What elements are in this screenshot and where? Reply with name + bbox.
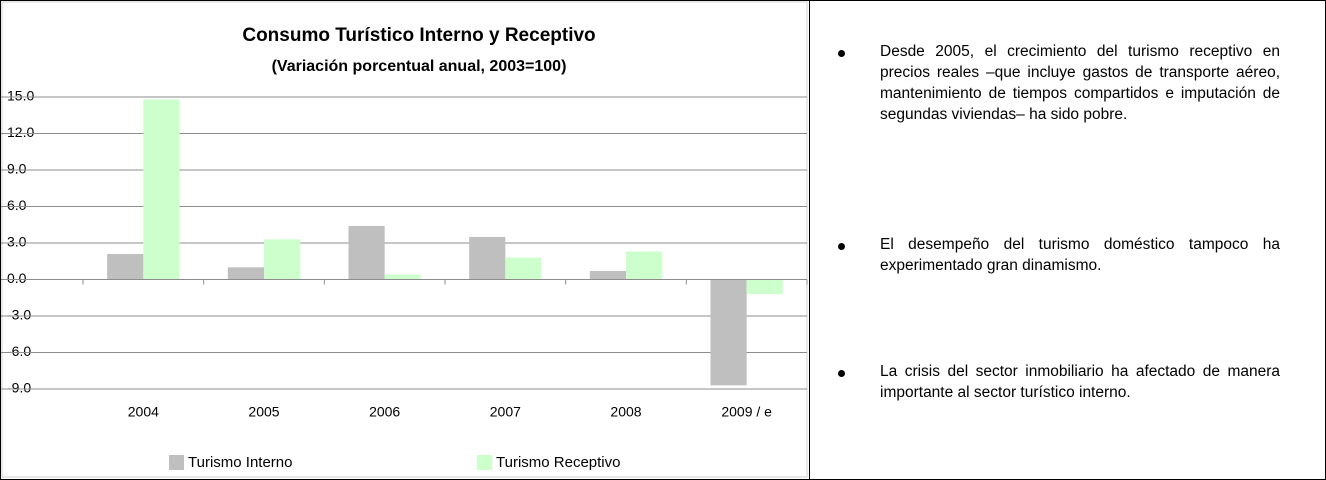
bullet-dot (838, 243, 845, 250)
legend-label: Turismo Interno (188, 454, 292, 471)
legend-label: Turismo Receptivo (496, 454, 620, 471)
bar (348, 225, 385, 280)
bar (626, 251, 663, 280)
y-tick-label: 3.0 (7, 234, 27, 250)
bar (384, 274, 421, 280)
y-tick-label: 6.0 (7, 197, 27, 213)
y-tick-label: 9.0 (7, 161, 27, 177)
x-tick-label: 2008 (610, 404, 641, 420)
x-tick-label: 2009 / e (721, 404, 772, 420)
chart: Consumo Turístico Interno y Receptivo (V… (1, 1, 808, 478)
bullet-text: La crisis del sector inmobiliario ha afe… (880, 363, 1280, 401)
x-tick-label: 2005 (248, 404, 279, 420)
bar (107, 253, 144, 280)
legend-swatch (169, 455, 184, 470)
y-tick-label: 12.0 (7, 124, 34, 140)
bar (143, 99, 180, 280)
bullet-text: El desempeño del turismo doméstico tampo… (880, 236, 1280, 274)
y-tick-label: -6.0 (7, 343, 31, 359)
bullet-dot (838, 50, 845, 57)
bullet-item: La crisis del sector inmobiliario ha afe… (838, 361, 1280, 403)
chart-title: Consumo Turístico Interno y Receptivo (242, 25, 595, 46)
bullet-text: Desde 2005, el crecimiento del turismo r… (880, 43, 1280, 123)
bar (710, 279, 747, 386)
bar (505, 257, 542, 280)
legend-swatch (477, 455, 492, 470)
y-tick-label: -3.0 (7, 307, 31, 323)
x-tick-label: 2007 (490, 404, 521, 420)
chart-panel: Consumo Turístico Interno y Receptivo (V… (1, 1, 810, 479)
y-tick-label: -9.0 (7, 380, 31, 396)
bullet-item: El desempeño del turismo doméstico tampo… (838, 234, 1280, 276)
chart-frame (1, 1, 808, 478)
bar (469, 236, 506, 280)
notes-panel: Desde 2005, el crecimiento del turismo r… (810, 1, 1325, 479)
bar (746, 279, 783, 295)
bar (589, 270, 626, 280)
x-tick-label: 2006 (369, 404, 400, 420)
bar (227, 267, 264, 280)
y-tick-label: 0.0 (7, 270, 27, 286)
y-tick-label: 15.0 (7, 88, 34, 104)
bullet-item: Desde 2005, el crecimiento del turismo r… (838, 41, 1280, 125)
x-tick-label: 2004 (128, 404, 159, 420)
bar (264, 239, 301, 280)
bullet-dot (838, 370, 845, 377)
chart-subtitle: (Variación porcentual anual, 2003=100) (272, 58, 567, 75)
